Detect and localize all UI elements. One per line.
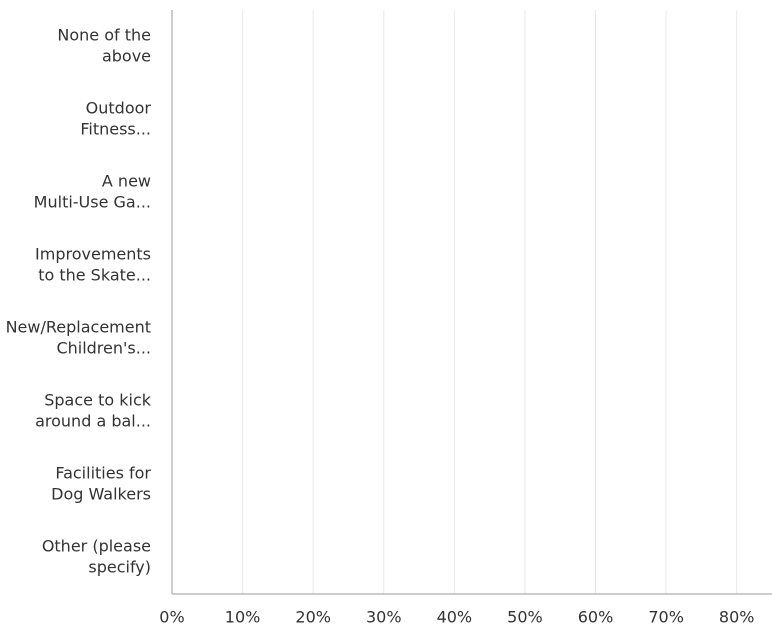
y-tick-label: Dog Walkers <box>51 485 151 504</box>
x-tick-label: 40% <box>437 608 473 627</box>
y-tick-label: Improvements <box>35 245 151 264</box>
y-tick-label: Children's... <box>56 339 151 358</box>
x-tick-label: 80% <box>719 608 755 627</box>
x-tick-label: 30% <box>366 608 402 627</box>
x-tick-label: 20% <box>295 608 331 627</box>
y-tick-label: Multi-Use Ga... <box>34 193 151 212</box>
x-tick-label: 10% <box>225 608 261 627</box>
y-tick-label: to the Skate... <box>38 266 151 285</box>
y-tick-label: Space to kick <box>44 391 152 410</box>
y-tick-label: above <box>102 47 151 66</box>
y-tick-label: A new <box>102 172 151 191</box>
y-tick-label: New/Replacement <box>6 318 151 337</box>
y-tick-label: Facilities for <box>55 464 151 483</box>
y-tick-label: Outdoor <box>86 99 152 118</box>
y-tick-label: Fitness... <box>80 120 151 139</box>
x-tick-label: 70% <box>648 608 684 627</box>
y-tick-label: None of the <box>57 26 151 45</box>
y-tick-label: around a bal... <box>35 412 151 431</box>
y-tick-label: Other (please <box>42 537 151 556</box>
y-tick-label: specify) <box>88 558 151 577</box>
x-tick-label: 60% <box>578 608 614 627</box>
x-tick-label: 50% <box>507 608 543 627</box>
x-tick-label: 0% <box>159 608 184 627</box>
